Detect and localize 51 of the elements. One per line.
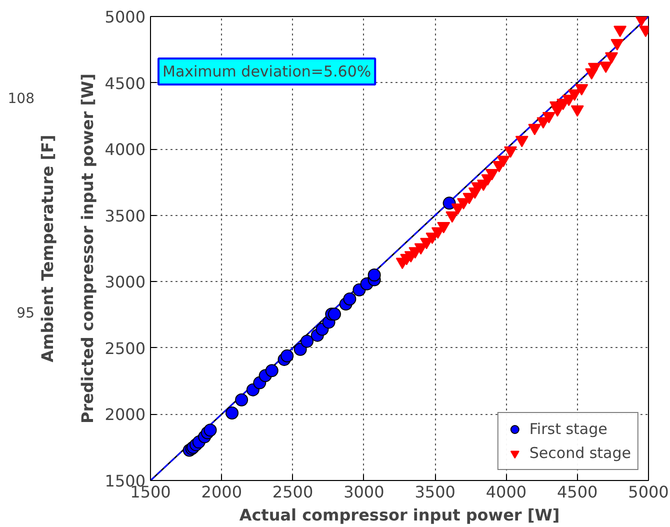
point — [634, 16, 648, 27]
y-axis-title: Predicted compressor input power [W] — [78, 73, 97, 424]
point — [542, 112, 556, 124]
point — [226, 406, 239, 420]
point — [605, 52, 618, 64]
point — [504, 146, 517, 158]
y-tick-label: 4500 — [104, 74, 146, 93]
point — [446, 211, 459, 223]
point — [496, 156, 510, 168]
y2-tick-label: 108 — [8, 90, 35, 107]
x-tick-label: 3500 — [414, 482, 456, 502]
point — [328, 308, 341, 321]
x-tick-label: 3000 — [344, 482, 384, 502]
y2-axis-title: Ambient Temperature [F] — [38, 134, 57, 362]
point — [300, 334, 314, 348]
point — [265, 364, 278, 378]
y-tick-label: 5000 — [104, 8, 146, 26]
y-tick-label: 3500 — [104, 206, 146, 226]
point — [599, 62, 612, 73]
point — [343, 292, 356, 306]
point — [614, 26, 627, 38]
point — [570, 105, 584, 117]
x-tick-label: 5000 — [628, 482, 669, 502]
y-tick-label: 2000 — [104, 405, 146, 424]
y2-tick-label: 95 — [16, 306, 35, 322]
point — [515, 136, 528, 148]
y-tick-label: 4000 — [104, 140, 146, 160]
point — [568, 89, 582, 101]
x-tick-label: 4500 — [557, 482, 598, 502]
y-tick-label: 2500 — [104, 338, 146, 358]
annotation: Maximum deviation=5.60% — [162, 62, 372, 80]
x-tick-label: 2000 — [201, 482, 242, 502]
legend-label: Second stage — [529, 444, 631, 462]
point — [442, 196, 456, 210]
point — [550, 105, 564, 117]
point — [204, 424, 217, 437]
point — [575, 84, 588, 96]
point — [485, 168, 498, 180]
point — [368, 268, 381, 282]
point — [280, 349, 294, 362]
point — [235, 393, 248, 406]
point — [610, 39, 624, 50]
legend-label: First stage — [529, 420, 608, 438]
point — [294, 342, 307, 356]
x-tick-label: 2500 — [272, 482, 314, 502]
y-tick-label: 3000 — [104, 272, 146, 292]
x-axis-title: Actual compressor input power [W] — [239, 506, 560, 524]
x-tick-label: 4000 — [486, 482, 527, 502]
point — [437, 222, 450, 234]
point — [528, 124, 542, 136]
point — [588, 62, 601, 74]
